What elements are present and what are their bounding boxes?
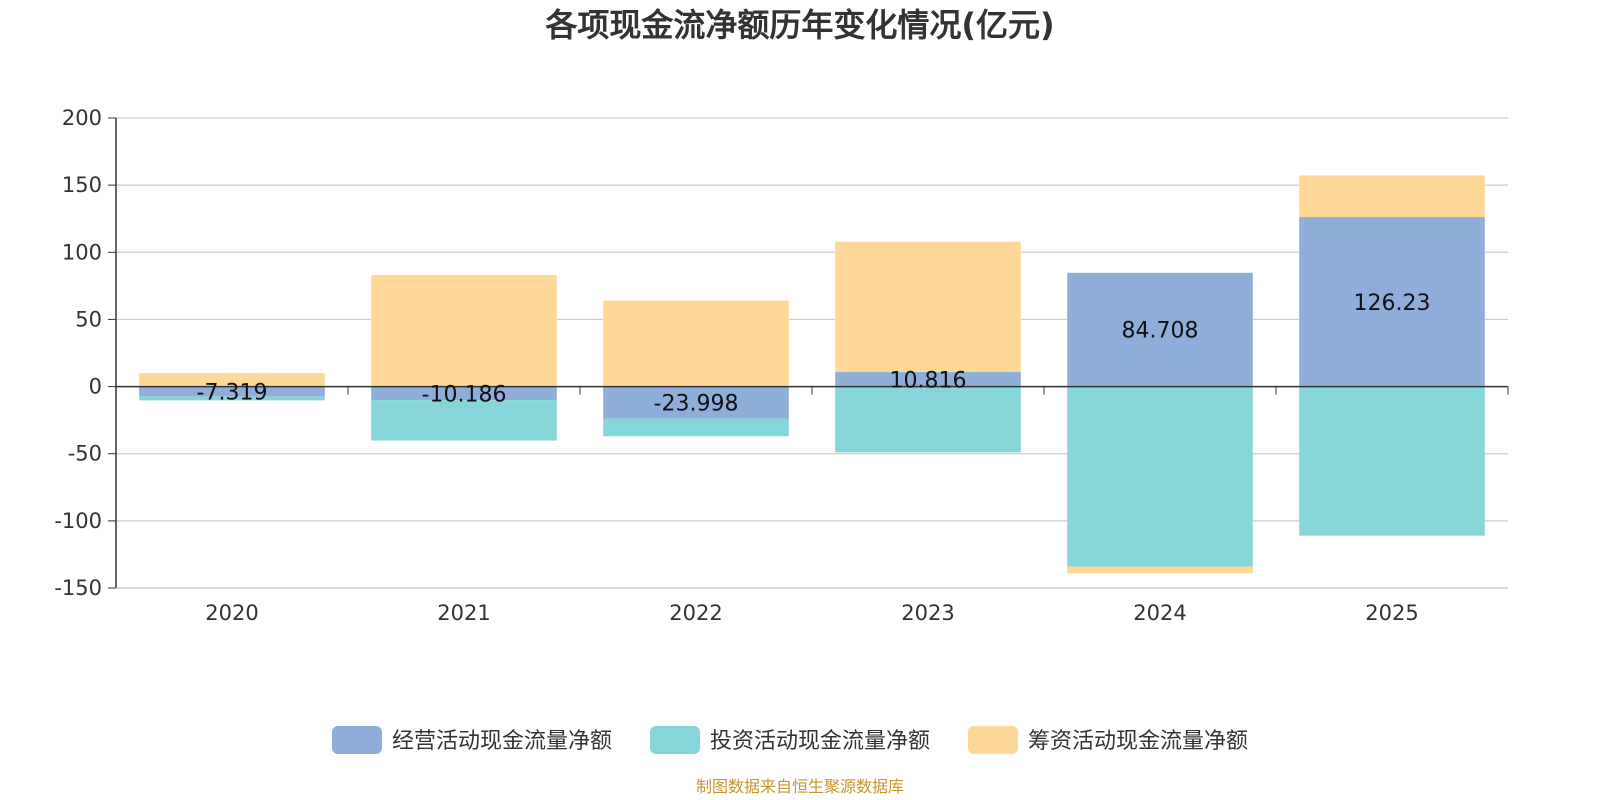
bar-2-2020 (139, 396, 325, 401)
data-labels: -7.319 -10.186 -23.998 10.816 84.708 126.23 (197, 291, 1431, 417)
bar-2-2022 (603, 418, 789, 437)
chart-title: 各项现金流净额历年变化情况(亿元) (545, 6, 1054, 44)
bar-2-2025 (1299, 386, 1485, 536)
x-tick-label: 2020 (205, 601, 258, 625)
y-tick-label: -150 (54, 576, 102, 600)
legend: 经营活动现金流量净额 投资活动现金流量净额 筹资活动现金流量净额 (332, 726, 1248, 754)
data-label-2021: -10.186 (422, 382, 507, 407)
axes (115, 118, 1509, 589)
bar-3-2024 (1067, 566, 1253, 574)
legend-swatch (332, 726, 382, 754)
bar-3-2022 (603, 300, 789, 387)
y-tick-label: -50 (68, 442, 102, 466)
bar-3-2020 (139, 373, 325, 387)
source-note: 制图数据来自恒生聚源数据库 (696, 777, 904, 796)
bar-2-2024 (1067, 386, 1253, 567)
y-tick-labels: 200 150 100 50 0 -50 -100 -150 (54, 106, 102, 600)
legend-item-3[interactable]: 筹资活动现金流量净额 (968, 726, 1248, 754)
legend-swatch (650, 726, 700, 754)
data-label-2024: 84.708 (1122, 319, 1199, 344)
bar-1-2020 (139, 386, 325, 397)
x-tick-label: 2023 (901, 601, 954, 625)
y-tick-label: 100 (62, 240, 102, 264)
bar-2-2021 (371, 400, 557, 441)
bar-1-2022 (603, 386, 789, 419)
data-label-2023: 10.816 (890, 368, 967, 393)
x-tick-label: 2021 (437, 601, 490, 625)
y-tick-label: -100 (54, 509, 102, 533)
bars (139, 175, 1485, 574)
legend-label: 筹资活动现金流量净额 (1028, 729, 1248, 754)
bar-1-2021 (371, 386, 557, 401)
bar-1-2024 (1067, 272, 1253, 387)
bar-2-2023 (835, 386, 1021, 453)
legend-label: 经营活动现金流量净额 (392, 729, 612, 754)
x-tick-label: 2024 (1133, 601, 1186, 625)
y-tick-label: 50 (75, 307, 102, 331)
y-tick-label: 200 (62, 106, 102, 130)
bar-3-2021 (371, 275, 557, 387)
grid-lines (108, 117, 1508, 589)
y-tick-label: 0 (89, 375, 102, 399)
data-label-2022: -23.998 (654, 392, 739, 417)
legend-swatch (968, 726, 1018, 754)
legend-item-2[interactable]: 投资活动现金流量净额 (650, 726, 930, 754)
data-label-2020: -7.319 (197, 380, 268, 405)
bar-3-2025 (1299, 175, 1485, 218)
bar-1-2023 (835, 372, 1021, 387)
legend-label: 投资活动现金流量净额 (710, 729, 930, 754)
x-tick-label: 2022 (669, 601, 722, 625)
x-tick-labels: 2020 2021 2022 2023 2024 2025 (205, 601, 1418, 625)
legend-item-1[interactable]: 经营活动现金流量净额 (332, 726, 612, 754)
bar-1-2025 (1299, 217, 1485, 387)
x-tick-label: 2025 (1365, 601, 1418, 625)
bar-3-2023 (835, 241, 1021, 373)
data-label-2025: 126.23 (1354, 291, 1431, 316)
y-tick-label: 150 (62, 173, 102, 197)
